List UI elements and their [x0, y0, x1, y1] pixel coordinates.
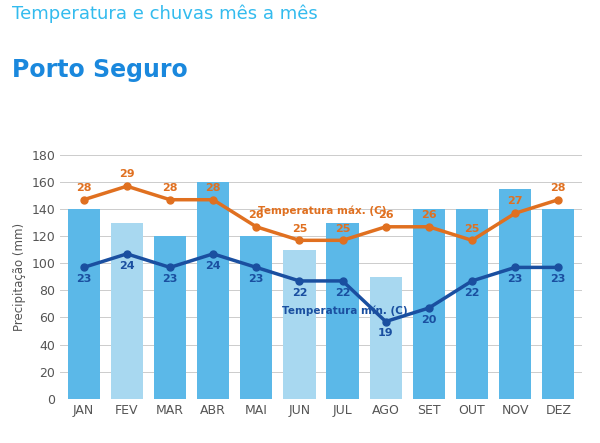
Text: 28: 28: [551, 183, 566, 193]
Text: 25: 25: [464, 224, 479, 233]
Text: 23: 23: [248, 274, 264, 284]
Text: 25: 25: [335, 224, 350, 233]
Text: 26: 26: [248, 210, 264, 220]
Text: 20: 20: [421, 315, 437, 325]
Text: 24: 24: [205, 260, 221, 271]
Bar: [326, 223, 359, 399]
Text: Porto Seguro: Porto Seguro: [12, 58, 188, 82]
Text: 22: 22: [464, 288, 480, 298]
Bar: [542, 209, 574, 399]
Bar: [154, 236, 186, 399]
Bar: [413, 209, 445, 399]
Text: 26: 26: [421, 210, 437, 220]
Text: Temperatura e chuvas mês a mês: Temperatura e chuvas mês a mês: [12, 4, 318, 23]
Text: 24: 24: [119, 260, 134, 271]
Text: 23: 23: [76, 274, 91, 284]
Text: Temperatura mín. (C): Temperatura mín. (C): [282, 305, 408, 316]
Text: 28: 28: [205, 183, 221, 193]
Bar: [68, 209, 100, 399]
Bar: [283, 250, 316, 399]
Text: 29: 29: [119, 169, 134, 179]
Text: 27: 27: [508, 197, 523, 206]
Y-axis label: Precipitação (mm): Precipitação (mm): [13, 223, 26, 331]
Text: 26: 26: [378, 210, 394, 220]
Bar: [499, 189, 532, 399]
Text: 28: 28: [76, 183, 91, 193]
Text: 25: 25: [292, 224, 307, 233]
Text: 22: 22: [292, 288, 307, 298]
Text: 23: 23: [508, 274, 523, 284]
Text: 22: 22: [335, 288, 350, 298]
Bar: [240, 236, 272, 399]
Text: 23: 23: [163, 274, 178, 284]
Text: Temperatura máx. (C): Temperatura máx. (C): [259, 206, 387, 216]
Text: 19: 19: [378, 328, 394, 338]
Text: 23: 23: [551, 274, 566, 284]
Bar: [110, 223, 143, 399]
Bar: [370, 277, 402, 399]
Text: 28: 28: [162, 183, 178, 193]
Bar: [456, 209, 488, 399]
Bar: [197, 182, 229, 399]
